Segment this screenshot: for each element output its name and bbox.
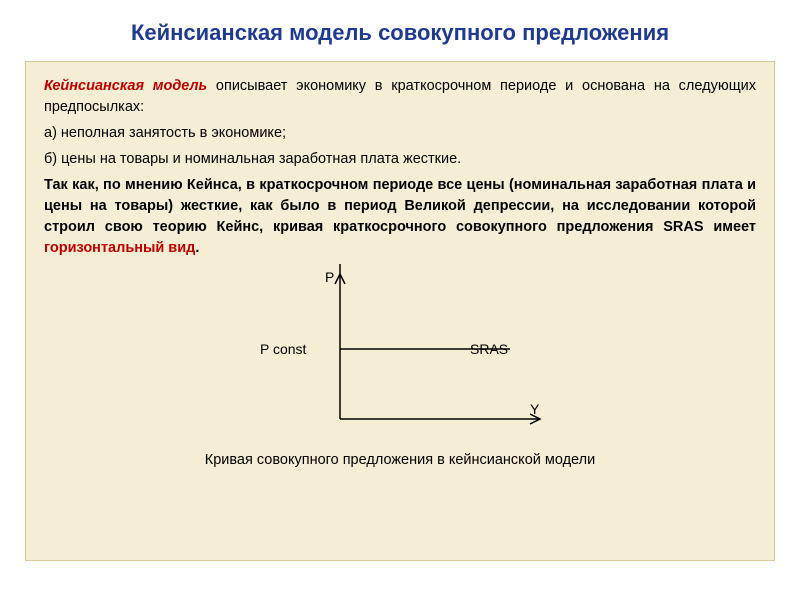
p-axis-label: P	[325, 269, 334, 285]
chart-caption: Кривая совокупного предложения в кейнсиа…	[44, 450, 756, 471]
explanation-paragraph: Так как, по мнению Кейнса, в краткосрочн…	[44, 175, 756, 259]
sras-label: SRAS	[470, 341, 508, 357]
p-const-label: P const	[260, 341, 307, 357]
page-title: Кейнсианская модель совокупного предложе…	[0, 0, 800, 61]
bullet-b: б) цены на товары и номинальная заработн…	[44, 149, 756, 170]
y-axis-label: Y	[530, 401, 540, 417]
slide: Кейнсианская модель совокупного предложе…	[0, 0, 800, 600]
intro-lead: Кейнсианская модель	[44, 78, 207, 94]
bullet-a: а) неполная занятость в экономике;	[44, 123, 756, 144]
chart-container: P Y P const SRAS	[44, 264, 756, 444]
sras-chart: P Y P const SRAS	[220, 264, 580, 444]
content-box: Кейнсианская модель описывает экономику …	[25, 61, 775, 561]
intro-paragraph: Кейнсианская модель описывает экономику …	[44, 76, 756, 118]
para2-highlight: горизонтальный вид	[44, 240, 195, 256]
para2-end: .	[195, 240, 199, 256]
para2-start: Так как, по мнению Кейнса, в краткосрочн…	[44, 177, 756, 235]
